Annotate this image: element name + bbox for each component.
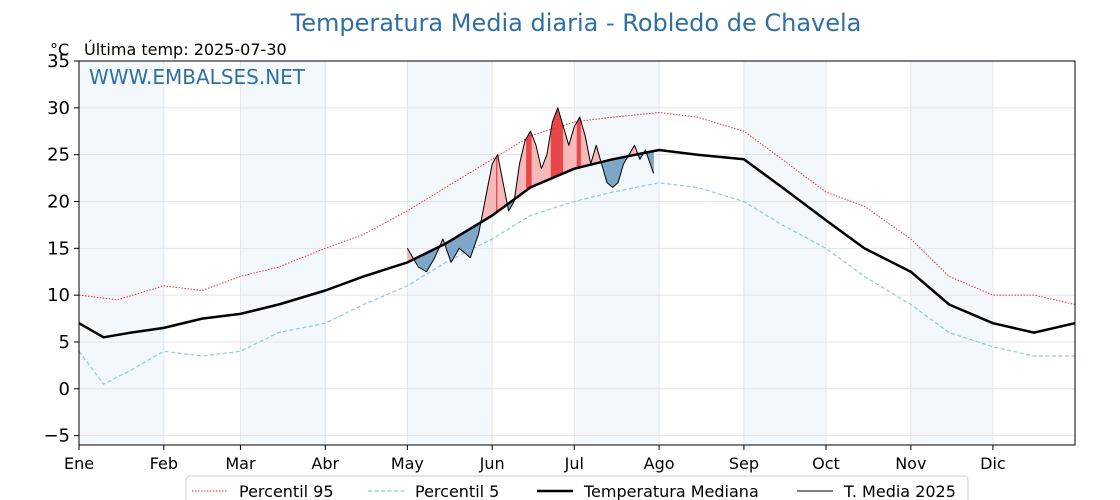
plot-frame	[78, 60, 1076, 446]
y-tick-label: 20	[47, 191, 70, 212]
legend-label-temperatura-mediana: Temperatura Mediana	[583, 482, 759, 500]
month-band-sep	[743, 61, 826, 445]
series-line-percentil-95	[78, 112, 1076, 305]
x-tick-label-nov: Nov	[895, 454, 926, 473]
cold-anomaly-fill	[467, 228, 471, 259]
cold-anomaly-fill	[422, 253, 425, 272]
y-tick-label: 35	[47, 51, 70, 72]
x-tick-label-mar: Mar	[225, 454, 256, 473]
month-band-ene	[79, 61, 164, 445]
x-tick-label-dic: Dic	[980, 454, 1006, 473]
month-band-mar	[240, 61, 326, 445]
y-tick-label: 15	[47, 238, 70, 259]
y-axis-ticks: −5 0 5 10 15 20 25 30 35	[43, 51, 79, 447]
y-tick-label: 10	[47, 285, 70, 306]
legend-label-t-media-2025: T. Media 2025	[843, 482, 956, 500]
month-bands	[79, 61, 993, 445]
cold-anomaly-fill	[461, 231, 466, 254]
x-tick-label-ago: Ago	[644, 454, 675, 473]
x-tick-label-ene: Ene	[64, 454, 94, 473]
x-tick-label-jun: Jun	[479, 454, 505, 473]
y-tick-label: 0	[59, 379, 70, 400]
watermark: WWW.EMBALSES.NET	[89, 65, 306, 89]
legend: Percentil 95 Percentil 5 Temperatura Media…	[185, 475, 969, 500]
month-band-nov	[910, 61, 993, 445]
x-tick-label-may: May	[391, 454, 424, 473]
series-lines	[78, 107, 1076, 385]
last-temp-label: Última temp: 2025-07-30	[84, 40, 287, 59]
legend-label-percentil-5: Percentil 5	[415, 482, 499, 500]
x-tick-label-sep: Sep	[729, 454, 759, 473]
x-tick-label-abr: Abr	[311, 454, 339, 473]
y-tick-label: −5	[43, 426, 70, 447]
legend-label-percentil-95: Percentil 95	[239, 482, 334, 500]
legend-box	[185, 475, 969, 500]
unit-label: °C	[50, 40, 69, 59]
x-tick-label-feb: Feb	[150, 454, 178, 473]
x-axis-ticks: Ene Feb Mar Abr May Jun Jul Ago Sep Oct Nov Dic	[64, 445, 1006, 473]
month-band-jul	[574, 61, 660, 445]
y-tick-label: 30	[47, 98, 70, 119]
x-tick-label-oct: Oct	[812, 454, 840, 473]
y-tick-label: 25	[47, 145, 70, 166]
x-tick-label-jul: Jul	[564, 454, 584, 473]
cold-anomaly-fill	[424, 252, 427, 273]
series-line-t-media-2025	[406, 107, 655, 273]
chart-title: Temperatura Media diaria - Robledo de Ch…	[290, 9, 862, 37]
series-line-temperatura-mediana	[78, 148, 1076, 339]
y-tick-label: 5	[59, 332, 70, 353]
